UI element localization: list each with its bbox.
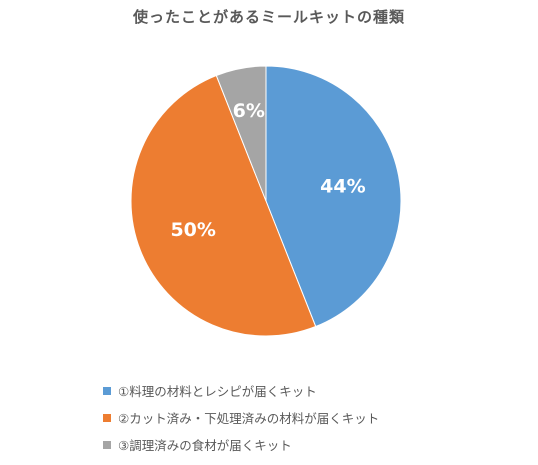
legend-item-3: ③調理済みの食材が届くキット [103, 431, 523, 458]
slices-layer [130, 65, 402, 337]
legend-swatch-1 [103, 386, 111, 395]
data-labels-layer: 44% 50% 6% [170, 100, 365, 241]
legend-item-2: ②カット済み・下処理済みの材料が届くキット [103, 404, 523, 431]
data-label-1: 44% [320, 175, 365, 197]
legend-swatch-2 [103, 413, 111, 422]
data-label-3: 6% [233, 100, 265, 122]
legend-item-1: ①料理の材料とレシピが届くキット [103, 377, 523, 404]
legend-label-2: ②カット済み・下処理済みの材料が届くキット [118, 411, 380, 426]
legend-label-3: ③調理済みの食材が届くキット [118, 438, 292, 453]
data-label-2: 50% [170, 219, 215, 241]
legend: ①料理の材料とレシピが届くキット ②カット済み・下処理済みの材料が届くキット ③… [103, 377, 523, 458]
pie-slice-2 [130, 74, 317, 337]
pie-slice-3 [215, 65, 267, 202]
pie-slice-1 [265, 65, 402, 328]
legend-swatch-3 [103, 440, 111, 449]
legend-label-1: ①料理の材料とレシピが届くキット [118, 384, 317, 399]
chart-title: 使ったことがあるミールキットの種類 [132, 8, 405, 26]
